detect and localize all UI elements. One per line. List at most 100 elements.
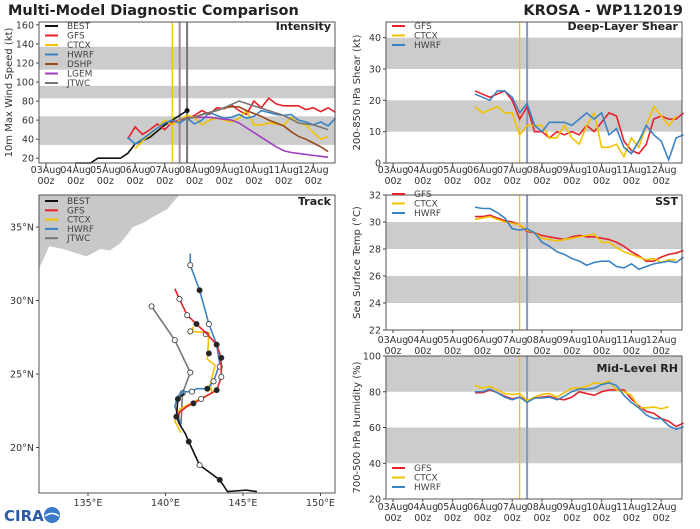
x-tick-label: 09Aug <box>556 165 587 176</box>
track-line-gfs <box>174 288 223 420</box>
lon-tick-label: 135°E <box>74 498 103 509</box>
lat-tick-label: 30°N <box>10 296 34 307</box>
gray-band <box>386 356 682 392</box>
gray-band <box>386 100 682 132</box>
y-tick-label: 160 <box>16 20 34 31</box>
legend-label-ctcx: CTCX <box>67 41 91 51</box>
plot-frame <box>385 194 683 331</box>
track-marker-best <box>216 476 223 483</box>
y-tick-label: 32 <box>369 191 381 202</box>
x-tick-label: 08Aug <box>179 165 210 176</box>
x-tick-label: 06Aug <box>467 165 498 176</box>
x-tick-label: 07Aug <box>497 165 528 176</box>
x-tick-label: 00z <box>563 176 580 187</box>
track-marker-gfs <box>184 312 191 319</box>
y-tick-label: 40 <box>369 459 381 470</box>
track-marker-jtwc <box>187 369 194 376</box>
x-tick-label: 00z <box>414 346 431 357</box>
x-tick-label: 00z <box>414 176 431 187</box>
panel-title: SST <box>655 195 678 208</box>
y-tick-label: 22 <box>369 326 381 337</box>
x-tick-label: 12Aug <box>646 165 677 176</box>
y-tick-label: 30 <box>369 65 381 76</box>
gray-band <box>386 276 682 303</box>
figure-title: Multi-Model Diagnostic Comparison <box>8 3 299 19</box>
legend-label-gfs: GFS <box>67 206 85 216</box>
lon-tick-label: 150°E <box>306 498 335 509</box>
x-tick-label: 00z <box>593 346 610 357</box>
track-marker-hwrf <box>187 262 194 269</box>
track-marker-best <box>174 395 181 402</box>
x-tick-label: 00z <box>216 176 233 187</box>
x-tick-label: 03Aug <box>378 165 409 176</box>
x-tick-label: 10Aug <box>586 165 617 176</box>
x-tick-label: 10Aug <box>586 335 617 346</box>
track-marker-gfs <box>190 400 197 407</box>
x-tick-label: 00z <box>414 513 431 524</box>
legend-label-hwrf: HWRF <box>414 483 441 493</box>
legend-label-gfs: GFS <box>67 32 85 42</box>
x-tick-label: 11Aug <box>268 165 299 176</box>
panel-title: Intensity <box>276 20 331 33</box>
track-marker-gfs <box>213 387 220 394</box>
legend-label-dshp: DSHP <box>67 60 92 70</box>
gray-band <box>386 427 682 464</box>
track-marker-gfs <box>198 395 205 402</box>
x-tick-label: 00z <box>305 176 322 187</box>
legend-label-best: BEST <box>67 22 91 32</box>
x-tick-label: 05Aug <box>90 165 121 176</box>
x-tick-label: 05Aug <box>437 502 468 513</box>
x-tick-label: 00z <box>504 176 521 187</box>
x-tick-label: 04Aug <box>407 335 438 346</box>
track-marker-best <box>173 413 180 420</box>
track-marker-ctcx <box>187 328 194 335</box>
y-tick-label: 20 <box>369 96 381 107</box>
legend-label-gfs: GFS <box>414 464 432 474</box>
gray-band <box>386 222 682 249</box>
lat-tick-label: 35°N <box>10 223 34 234</box>
x-tick-label: 00z <box>623 346 640 357</box>
panel-title: Mid-Level RH <box>596 362 678 375</box>
x-tick-label: 04Aug <box>407 502 438 513</box>
y-tick-label: 80 <box>22 97 34 108</box>
x-tick-label: 00z <box>384 176 401 187</box>
x-tick-label: 09Aug <box>209 165 240 176</box>
lon-tick-label: 145°E <box>229 498 258 509</box>
track-marker-hwrf <box>196 287 203 294</box>
x-tick-label: 00z <box>245 176 262 187</box>
track-marker-ctcx <box>205 350 212 357</box>
track-marker-gfs <box>213 341 220 348</box>
y-tick-label: 40 <box>369 33 381 44</box>
y-axis-label: 700-500 hPa Humidity (%) <box>352 361 363 493</box>
legend-label-gfs: GFS <box>414 190 432 200</box>
y-tick-label: 60 <box>369 423 381 434</box>
legend-label-ctcx: CTCX <box>414 474 438 484</box>
x-tick-label: 00z <box>186 176 203 187</box>
legend-label-ctcx: CTCX <box>414 32 438 42</box>
x-tick-label: 00z <box>593 513 610 524</box>
x-tick-label: 00z <box>533 346 550 357</box>
track-marker-gfs <box>176 296 183 303</box>
x-tick-label: 04Aug <box>407 165 438 176</box>
x-tick-label: 00z <box>504 346 521 357</box>
y-tick-label: 10 <box>369 127 381 138</box>
x-tick-label: 00z <box>623 513 640 524</box>
y-tick-label: 30 <box>369 218 381 229</box>
x-tick-label: 05Aug <box>437 165 468 176</box>
x-tick-label: 05Aug <box>437 335 468 346</box>
x-tick-label: 00z <box>474 513 491 524</box>
best-current-marker <box>184 108 190 114</box>
x-tick-label: 00z <box>653 346 670 357</box>
panel-sst: 22242628303203Aug00z04Aug00z05Aug00z06Au… <box>352 190 685 357</box>
x-tick-label: 00z <box>623 176 640 187</box>
y-tick-label: 100 <box>363 352 381 363</box>
track-marker-best <box>196 462 203 469</box>
series-line-hwrf <box>474 381 684 431</box>
legend-label-jtwc: JTWC <box>66 234 90 244</box>
x-tick-label: 06Aug <box>467 335 498 346</box>
cira-globe-icon <box>44 507 60 523</box>
series-line-ctcx <box>474 105 677 159</box>
cira-logo-text: CIRA <box>4 507 44 525</box>
x-tick-label: 06Aug <box>120 165 151 176</box>
